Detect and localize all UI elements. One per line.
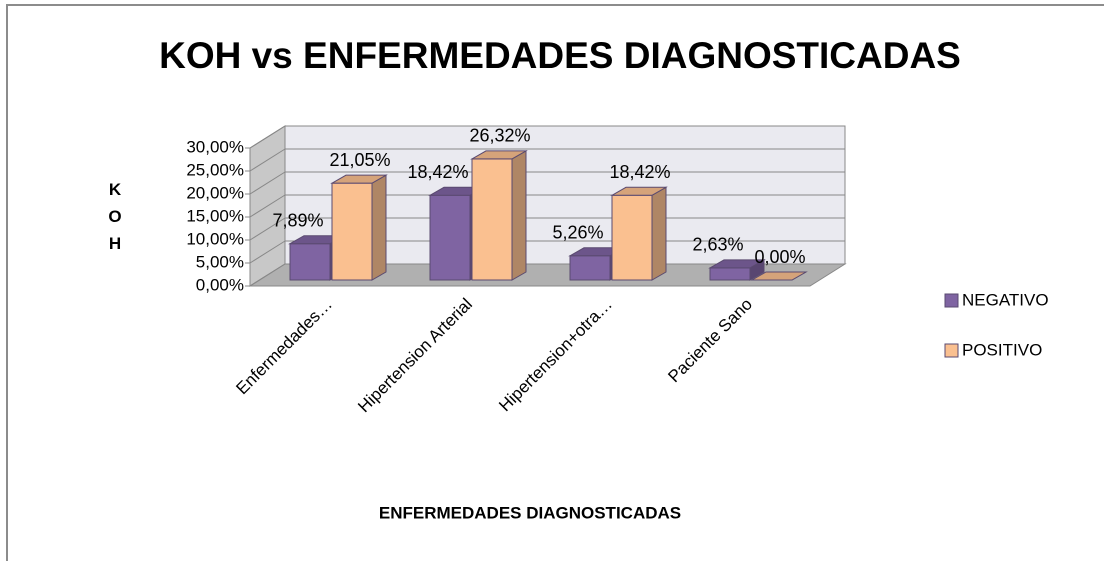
y-tick-label: 0,00% bbox=[196, 275, 244, 294]
bar-side bbox=[371, 174, 387, 281]
grid-line bbox=[249, 171, 286, 195]
x-tick-label: Enfermedades… bbox=[232, 295, 336, 399]
bar-front bbox=[331, 182, 373, 281]
value-label: 7,89% bbox=[272, 210, 323, 230]
chart-title: KOH vs ENFERMEDADES DIAGNOSTICADAS bbox=[159, 35, 961, 76]
grid-line bbox=[249, 194, 286, 218]
bar-front bbox=[289, 243, 331, 281]
bar-front bbox=[471, 158, 513, 281]
bar-front bbox=[569, 255, 611, 281]
value-label: 18,42% bbox=[609, 162, 670, 182]
bar bbox=[470, 150, 528, 281]
bar bbox=[330, 174, 388, 281]
y-axis-label: KOH bbox=[106, 180, 125, 261]
grid-line bbox=[249, 217, 286, 241]
x-tick-label: Hipertension Arterial bbox=[354, 295, 476, 417]
value-label: 18,42% bbox=[407, 162, 468, 182]
legend-swatch bbox=[944, 293, 959, 308]
y-tick-label: 25,00% bbox=[186, 160, 244, 179]
y-tick-label: 5,00% bbox=[196, 252, 244, 271]
bar-top bbox=[470, 150, 528, 160]
legend-label: POSITIVO bbox=[962, 340, 1042, 359]
y-tick-label: 30,00% bbox=[186, 137, 244, 156]
value-label: 2,63% bbox=[692, 235, 743, 255]
value-label: 21,05% bbox=[329, 150, 390, 170]
bar-side bbox=[651, 186, 667, 281]
value-label: 0,00% bbox=[754, 247, 805, 267]
x-tick-label: Paciente Sano bbox=[664, 295, 756, 387]
bar-front bbox=[429, 194, 471, 281]
bar-top bbox=[330, 174, 388, 184]
x-axis-label: ENFERMEDADES DIAGNOSTICADAS bbox=[379, 503, 681, 522]
bar bbox=[610, 186, 668, 281]
grid-line bbox=[249, 240, 286, 264]
bar bbox=[708, 259, 766, 281]
bar-top bbox=[750, 271, 808, 281]
y-tick-label: 15,00% bbox=[186, 206, 244, 225]
bar-front bbox=[709, 267, 751, 281]
value-label: 26,32% bbox=[469, 126, 530, 146]
frame bbox=[6, 4, 1104, 561]
bar-side bbox=[511, 150, 527, 281]
value-label: 5,26% bbox=[552, 223, 603, 243]
bar-top bbox=[610, 186, 668, 196]
y-tick-label: 20,00% bbox=[186, 183, 244, 202]
grid-line bbox=[249, 263, 286, 287]
x-tick-label: Hipertension+otra… bbox=[495, 295, 616, 416]
grid-line bbox=[249, 148, 286, 172]
legend-swatch bbox=[944, 343, 959, 358]
bar-top bbox=[708, 259, 766, 269]
grid-line bbox=[249, 125, 286, 149]
y-tick-label: 10,00% bbox=[186, 229, 244, 248]
bar-front bbox=[611, 194, 653, 281]
bar bbox=[750, 271, 808, 281]
legend-label: NEGATIVO bbox=[962, 290, 1049, 309]
